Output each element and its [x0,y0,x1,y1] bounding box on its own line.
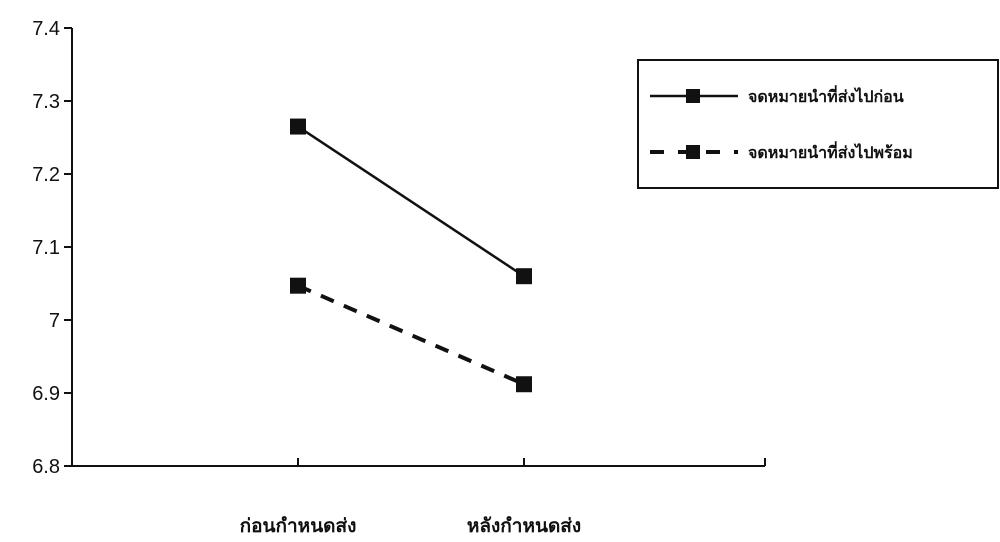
data-point-marker [290,277,306,294]
legend-item: จดหมายนำที่ส่งไปพร้อม [650,141,913,162]
y-tick-label: 7.3 [32,91,60,113]
series-line [297,283,525,387]
legend-swatch-marker [686,89,700,103]
y-tick-label: 7.2 [32,164,60,186]
legend-box [637,59,999,189]
y-ticks: 6.8 6.9 7 7.1 7.2 7.3 7.4 [32,18,72,478]
y-tick-label: 6.9 [32,383,60,405]
legend-label: จดหมายนำที่ส่งไปก่อน [748,85,904,106]
series-1 [290,118,532,285]
x-tick-label: หลังกำหนดส่ง [467,515,581,537]
x-ticks: ก่อนกำหนดส่ง หลังกำหนดส่ง [240,458,766,537]
data-point-marker [516,376,532,393]
legend-swatch-marker [686,145,700,159]
series-layer [290,118,532,393]
x-tick-label: ก่อนกำหนดส่ง [240,515,357,537]
series-2 [290,277,532,393]
legend-items: จดหมายนำที่ส่งไปก่อนจดหมายนำที่ส่งไปพร้อ… [650,85,913,162]
data-point-marker [290,118,306,135]
y-tick-label: 7.4 [32,18,60,40]
y-tick-label: 7 [49,310,60,332]
data-point-marker [516,268,532,285]
legend-item: จดหมายนำที่ส่งไปก่อน [650,85,904,106]
legend: จดหมายนำที่ส่งไปก่อนจดหมายนำที่ส่งไปพร้อ… [637,59,999,189]
y-tick-label: 7.1 [32,237,60,259]
legend-label: จดหมายนำที่ส่งไปพร้อม [748,141,913,162]
y-tick-label: 6.8 [32,456,60,478]
series-line [297,125,525,278]
